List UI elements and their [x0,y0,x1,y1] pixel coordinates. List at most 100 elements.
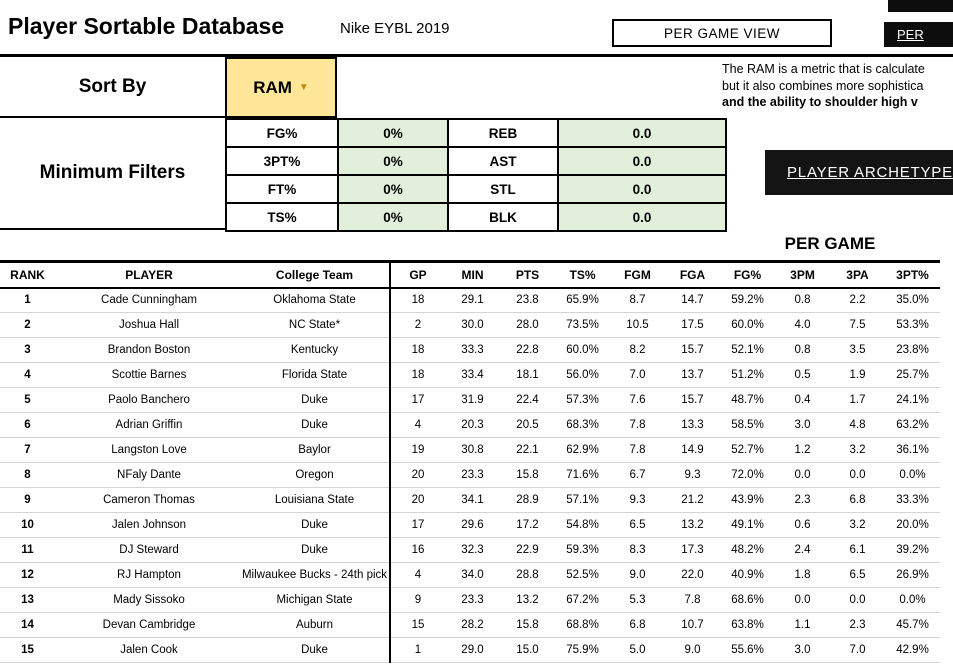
filter-stat-label: TS% [225,202,339,232]
player-name-cell: Adrian Griffin [55,412,240,438]
filter-value-cell[interactable]: 0.0 [557,202,727,232]
rank-cell: 8 [0,462,55,488]
stat-cell: 72.0% [720,462,775,488]
stat-cell: 43.9% [720,487,775,513]
stat-cell: 22.1 [500,437,555,463]
filter-row: FT% 0% STL 0.0 [225,174,727,204]
stat-cell: 13.2 [500,587,555,613]
stat-cell: 6.8 [830,487,885,513]
stat-cell: 55.6% [720,637,775,663]
corner-button-fragment[interactable] [888,0,953,12]
table-row: 4 Scottie Barnes Florida State 18 33.4 18.1 56… [0,362,940,388]
table-row: 10 Jalen Johnson Duke 17 29.6 17.2 54.8% 6.5 13.… [0,512,940,538]
player-name-cell: DJ Steward [55,537,240,563]
column-header-pts[interactable]: PTS [500,260,555,289]
column-header-gp[interactable]: GP [389,260,445,289]
sort-by-dropdown[interactable]: RAM ▼ [225,57,337,118]
rank-cell: 12 [0,562,55,588]
team-cell: Oregon [240,462,390,488]
player-name-cell: Jalen Johnson [55,512,240,538]
stat-cell: 1.2 [775,437,830,463]
stat-cell: 18.1 [500,362,555,388]
filter-value-cell[interactable]: 0% [337,174,449,204]
table-row: 8 NFaly Dante Oregon 20 23.3 15.8 71.6% 6.7 9.3 7… [0,462,940,488]
stat-cell: 18 [389,287,445,313]
stat-cell: 6.8 [610,612,665,638]
team-cell: Oklahoma State [240,287,390,313]
column-header-player[interactable]: PLAYER [55,260,240,289]
filter-value-cell[interactable]: 0% [337,146,449,176]
column-header-fga[interactable]: FGA [665,260,720,289]
stat-cell: 8.2 [610,337,665,363]
column-header-ts-[interactable]: TS% [555,260,610,289]
column-header-fgm[interactable]: FGM [610,260,665,289]
stat-cell: 7.8 [610,437,665,463]
stat-cell: 20.3 [445,412,500,438]
stat-cell: 9.3 [665,462,720,488]
column-header-3pa[interactable]: 3PA [830,260,885,289]
player-archetype-label: PLAYER ARCHETYPE [787,164,953,181]
stat-cell: 30.0 [445,312,500,338]
filter-stat-label: 3PT% [225,146,339,176]
rank-cell: 13 [0,587,55,613]
stat-cell: 29.0 [445,637,500,663]
stat-cell: 71.6% [555,462,610,488]
stat-cell: 73.5% [555,312,610,338]
stat-cell: 18 [389,337,445,363]
stat-cell: 60.0% [720,312,775,338]
stat-cell: 6.5 [610,512,665,538]
table-row: 7 Langston Love Baylor 19 30.8 22.1 62.9% 7.8 14… [0,437,940,463]
filter-stat-label: REB [447,118,559,148]
filter-value-cell[interactable]: 0.0 [557,118,727,148]
stat-cell: 67.2% [555,587,610,613]
stat-cell: 3.0 [775,412,830,438]
stat-cell: 9.3 [610,487,665,513]
stat-cell: 0.0 [775,587,830,613]
table-row: 1 Cade Cunningham Oklahoma State 18 29.1 23.8… [0,287,940,313]
stat-cell: 52.1% [720,337,775,363]
table-header: RANK PLAYER College Team GP MIN PTS TS% FGM FGA F… [0,260,940,289]
stat-cell: 21.2 [665,487,720,513]
stat-cell: 17 [389,512,445,538]
table-header-row: RANK PLAYER College Team GP MIN PTS TS% FGM FGA F… [0,260,940,289]
per-game-view-button[interactable]: PER GAME VIEW [612,19,832,47]
topbar: Player Sortable Database Nike EYBL 2019 … [0,0,953,57]
filter-value-cell[interactable]: 0% [337,118,449,148]
filter-value-cell[interactable]: 0.0 [557,146,727,176]
column-header-college-team[interactable]: College Team [240,260,390,289]
team-cell: Louisiana State [240,487,390,513]
player-name-cell: Scottie Barnes [55,362,240,388]
stat-cell: 2.2 [830,287,885,313]
column-header-min[interactable]: MIN [445,260,500,289]
column-header-3pm[interactable]: 3PM [775,260,830,289]
ram-description-line3: and the ability to shoulder high v [722,95,918,109]
per-40-view-button[interactable]: PER [884,22,953,47]
stat-cell: 7.0 [610,362,665,388]
stat-cell: 33.3% [885,487,940,513]
column-header-fg-[interactable]: FG% [720,260,775,289]
stat-cell: 58.5% [720,412,775,438]
page-title: Player Sortable Database [8,13,285,39]
column-header-rank[interactable]: RANK [0,260,55,289]
stat-cell: 0.8 [775,287,830,313]
filter-stat-label: AST [447,146,559,176]
table-row: 6 Adrian Griffin Duke 4 20.3 20.5 68.3% 7.8 13.3… [0,412,940,438]
stat-cell: 42.9% [885,637,940,663]
stat-cell: 14.9 [665,437,720,463]
stat-cell: 14.7 [665,287,720,313]
player-name-cell: Cameron Thomas [55,487,240,513]
stat-cell: 68.8% [555,612,610,638]
stat-cell: 0.4 [775,387,830,413]
player-name-cell: Langston Love [55,437,240,463]
filter-value-cell[interactable]: 0% [337,202,449,232]
stat-cell: 22.4 [500,387,555,413]
stat-cell: 31.9 [445,387,500,413]
column-header-3pt-[interactable]: 3PT% [885,260,940,289]
filter-value-cell[interactable]: 0.0 [557,174,727,204]
team-cell: Duke [240,387,390,413]
player-archetype-button[interactable]: PLAYER ARCHETYPE [765,150,953,195]
stat-cell: 17 [389,387,445,413]
stat-cell: 7.6 [610,387,665,413]
team-cell: NC State* [240,312,390,338]
stat-cell: 17.2 [500,512,555,538]
